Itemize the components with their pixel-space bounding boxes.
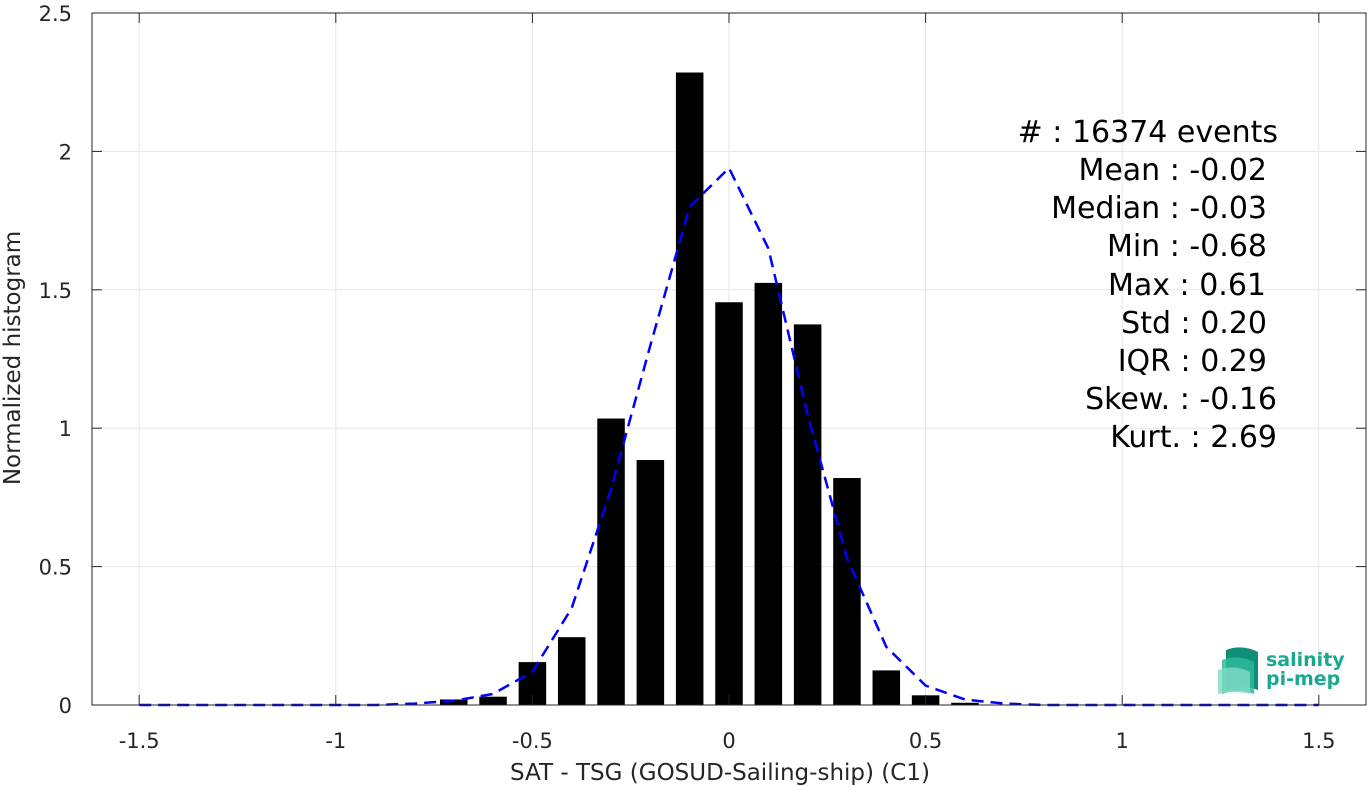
histogram-bar-9 [793,324,822,705]
y-tick-label-0: 0 [59,694,72,718]
histogram-bar-10 [833,478,861,705]
stat-skew: Skew. : -0.16 [1085,382,1277,417]
stat-max: Max : 0.61 [1108,268,1266,303]
histogram-bar-5 [636,460,665,705]
salinity-pimep-logo: salinity pi-mep [1218,647,1345,694]
histogram-bar-6 [675,72,704,705]
y-tick-label-4: 2 [59,140,72,164]
logo-line1: salinity [1266,649,1345,671]
stat-min: Min : -0.68 [1107,229,1267,264]
histogram-bars [439,72,979,705]
histogram-bar-8 [754,282,783,705]
histogram-bar-1 [479,696,507,705]
stat-mean: Mean : -0.02 [1078,153,1267,188]
logo-line2: pi-mep [1266,668,1340,690]
x-tick-label-0: -1.5 [119,729,160,753]
y-tick-labels: 0 0.5 1 1.5 2 2.5 [39,2,72,718]
stat-iqr: IQR : 0.29 [1118,344,1267,379]
histogram-bar-11 [872,670,901,705]
x-tick-label-4: 0.5 [909,729,942,753]
stats-box: # : 16374 events Mean : -0.02 Median : -… [1018,115,1278,455]
stat-median: Median : -0.03 [1051,191,1267,226]
x-tick-label-6: 1.5 [1302,729,1335,753]
y-tick-label-3: 1.5 [39,279,72,303]
x-axis-label: SAT - TSG (GOSUD-Sailing-ship) (C1) [510,760,930,786]
stat-std: Std : 0.20 [1121,306,1267,341]
x-tick-label-5: 1 [1116,729,1129,753]
x-tick-labels: -1.5 -1 -0.5 0 0.5 1 1.5 [119,729,1336,753]
stat-events: # : 16374 events [1018,115,1278,150]
x-tick-label-1: -1 [325,729,346,753]
histogram-bar-3 [557,637,586,705]
y-tick-label-2: 1 [59,417,72,441]
wave-logo-icon [1218,647,1258,694]
x-tick-label-2: -0.5 [512,729,553,753]
stat-kurt: Kurt. : 2.69 [1110,420,1277,455]
x-tick-label-3: 0 [722,729,735,753]
y-tick-label-5: 2.5 [39,2,72,26]
axes [91,12,1367,706]
histogram-bar-0 [439,699,468,705]
y-tick-label-1: 0.5 [39,556,72,580]
histogram-bar-13 [951,702,979,705]
histogram-bar-4 [597,418,625,705]
y-axis-label: Normalized histogram [0,231,26,485]
histogram-bar-7 [715,302,743,705]
